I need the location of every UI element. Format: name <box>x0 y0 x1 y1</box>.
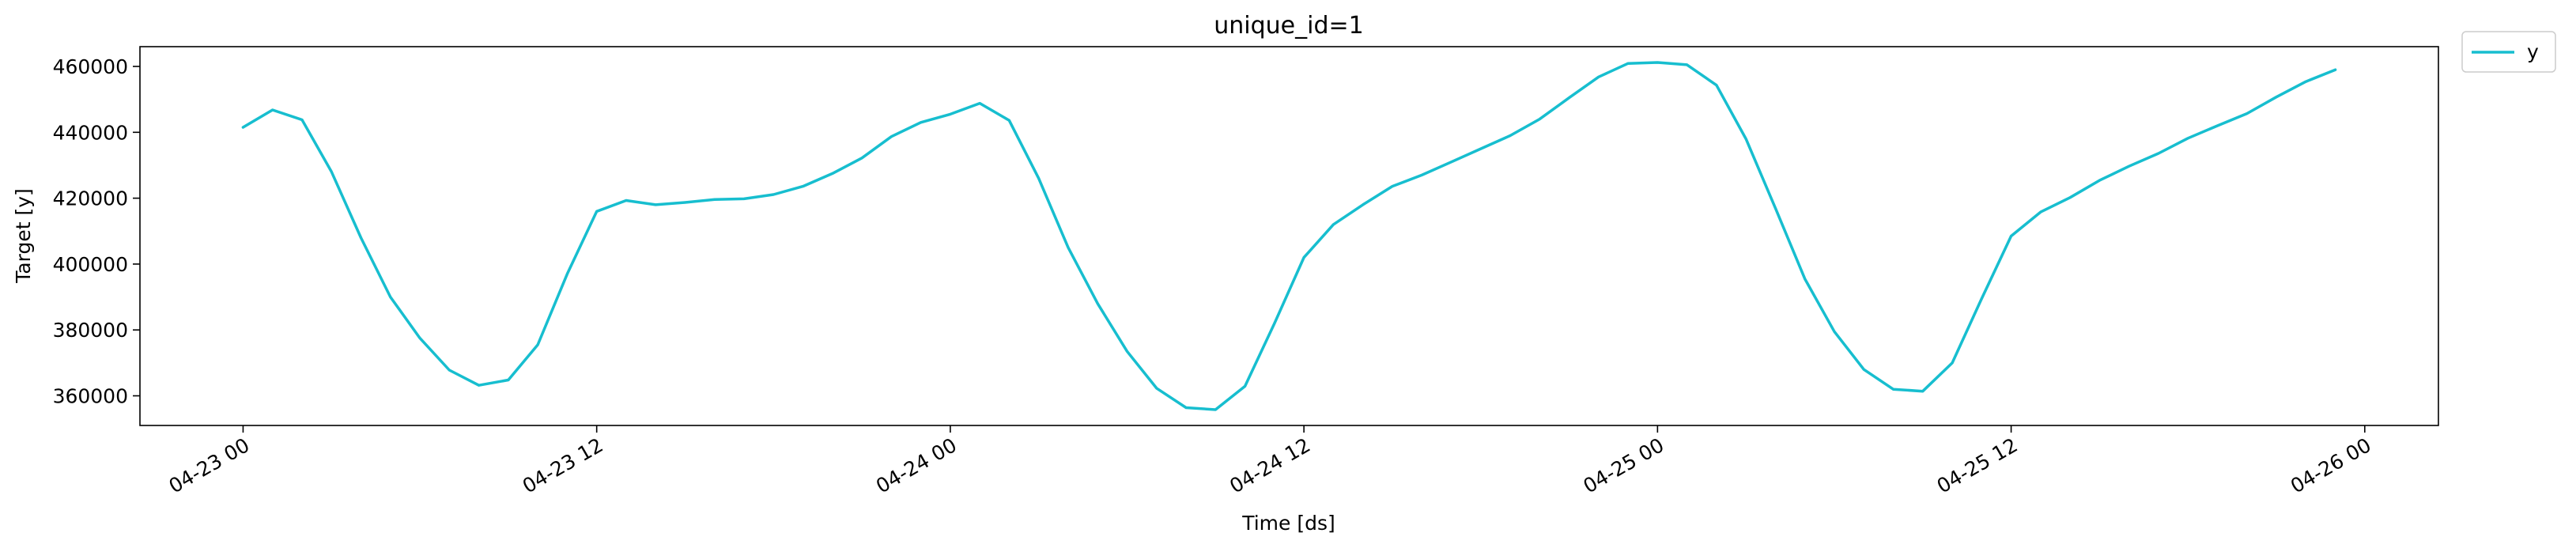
x-tick-label: 04-23 00 <box>165 433 254 497</box>
y-axis-label: Target [y] <box>12 188 35 284</box>
x-axis-label: Time [ds] <box>1241 512 1335 535</box>
y-tick-label: 400000 <box>53 253 128 276</box>
plot-area <box>139 46 2439 426</box>
x-tick-label: 04-26 00 <box>2287 433 2375 497</box>
x-tick-label: 04-24 12 <box>1226 433 1314 497</box>
y-tick-label: 460000 <box>53 55 128 78</box>
legend: y <box>2461 31 2556 73</box>
y-axis: 360000 380000 400000 420000 440000 460000 <box>53 55 140 408</box>
y-tick-label: 380000 <box>53 319 128 342</box>
y-tick-label: 360000 <box>53 385 128 408</box>
chart-title: unique_id=1 <box>1214 12 1363 40</box>
series-line-y <box>241 61 2337 411</box>
x-tick-label: 04-25 00 <box>1580 433 1668 497</box>
y-tick-label: 420000 <box>53 187 128 210</box>
x-tick-label: 04-23 12 <box>519 433 607 497</box>
x-tick-label: 04-24 00 <box>872 433 961 497</box>
legend-label-y: y <box>2527 40 2539 63</box>
x-tick-label: 04-25 12 <box>1933 433 2022 497</box>
series-layer <box>241 61 2337 411</box>
x-axis: 04-23 00 04-23 12 04-24 00 04-24 12 04-25 00… <box>165 425 2375 497</box>
y-tick-label: 440000 <box>53 121 128 144</box>
